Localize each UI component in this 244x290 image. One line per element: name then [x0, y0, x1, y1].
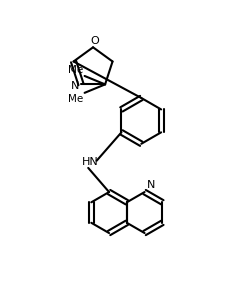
Text: Me: Me: [68, 94, 83, 104]
Text: HN: HN: [82, 157, 99, 167]
Text: N: N: [71, 81, 79, 90]
Text: N: N: [147, 180, 155, 190]
Text: Me: Me: [68, 65, 83, 75]
Text: O: O: [90, 36, 99, 46]
